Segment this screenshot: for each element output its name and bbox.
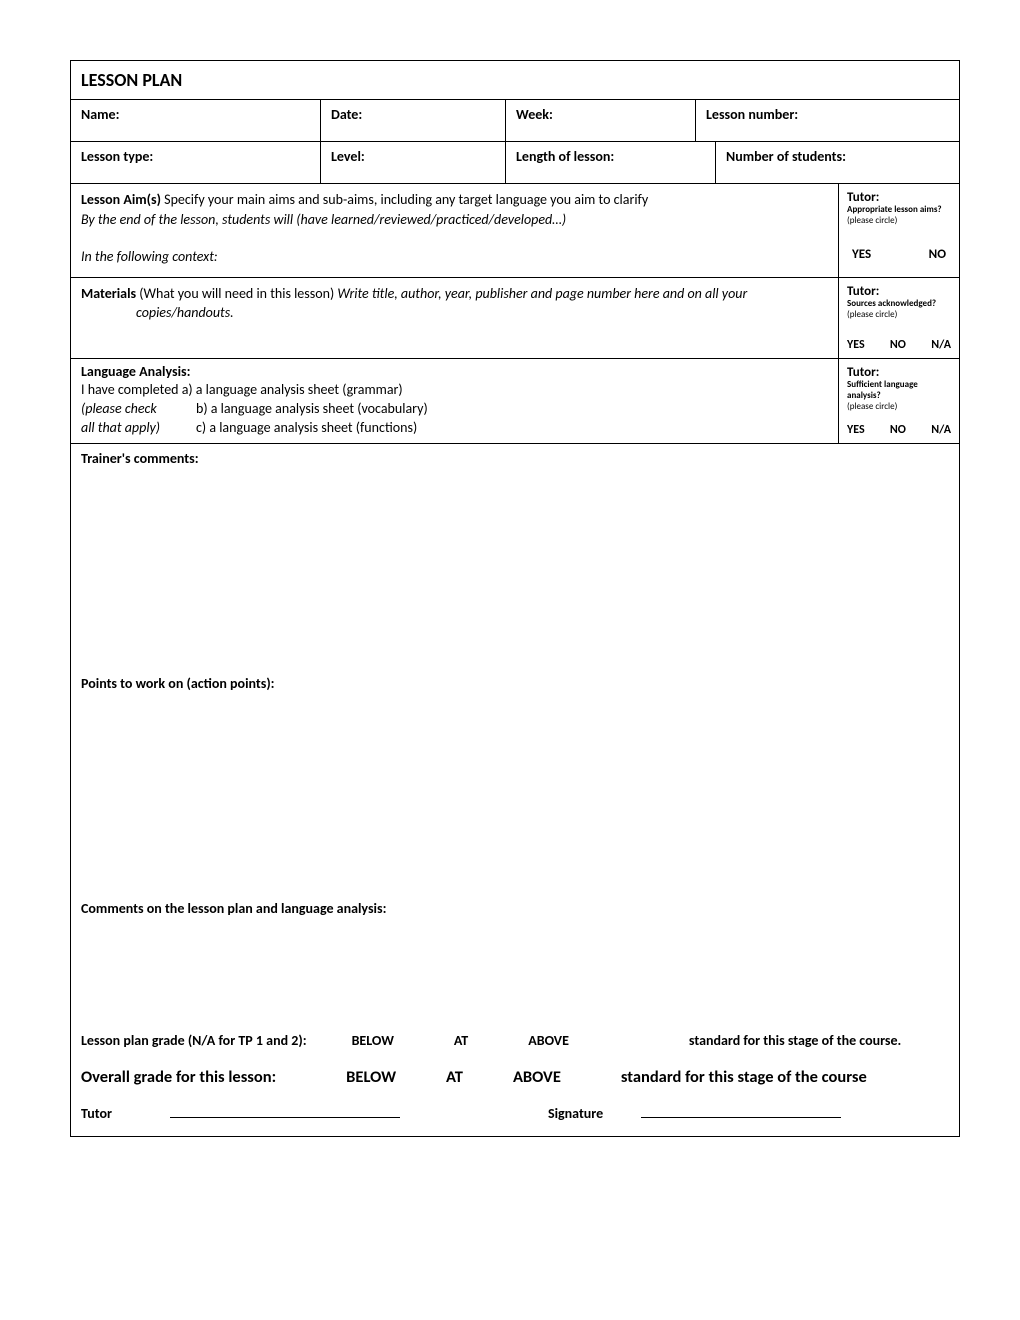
no-2: NO	[890, 338, 906, 352]
overall-above: ABOVE	[513, 1067, 561, 1087]
overall-grade-line: Overall grade for this lesson: BELOW AT …	[81, 1067, 949, 1087]
lang-line-c: all that apply) c) a language analysis s…	[81, 419, 828, 438]
tutor-underline	[170, 1117, 400, 1118]
tutor-sig-label: Tutor	[81, 1105, 112, 1122]
lang-label: Language Analysis:	[81, 363, 828, 380]
plan-below: BELOW	[352, 1032, 394, 1049]
materials-italic-1: Write title, author, year, publisher and…	[337, 285, 747, 302]
overall-below: BELOW	[346, 1067, 396, 1087]
lesson-type-cell: Lesson type:	[71, 142, 321, 183]
header: LESSON PLAN	[71, 61, 959, 100]
yes-no-1: YES NO	[847, 247, 951, 262]
signature-line: Tutor Signature	[81, 1105, 949, 1122]
yes-2: YES	[847, 338, 865, 352]
lang-line-b: (please check b) a language analysis she…	[81, 400, 828, 419]
date-label: Date:	[331, 106, 362, 123]
plan-lang-comments-section: Comments on the lesson plan and language…	[71, 894, 959, 1032]
info-row-2: Lesson type: Level: Length of lesson: Nu…	[71, 142, 959, 184]
students-cell: Number of students:	[716, 142, 959, 183]
lang-check: (please check	[81, 400, 196, 419]
lang-apply: all that apply)	[81, 419, 196, 438]
no-3: NO	[890, 423, 906, 437]
yes-no-na-1: YES NO N/A	[847, 338, 951, 352]
tutor-lang-q: Sufficient language analysis?	[847, 380, 951, 402]
tutor-lang-box: Tutor: Sufficient language analysis? (pl…	[839, 359, 959, 442]
form-title: LESSON PLAN	[81, 69, 182, 91]
tutor-label-1: Tutor:	[847, 190, 951, 205]
plan-at: AT	[454, 1032, 468, 1049]
lesson-aims-row: Lesson Aim(s) Specify your main aims and…	[71, 184, 959, 278]
materials-row: Materials (What you will need in this le…	[71, 278, 959, 360]
yes-no-na-2: YES NO N/A	[847, 423, 951, 437]
plan-above: ABOVE	[528, 1032, 569, 1049]
tutor-label-3: Tutor:	[847, 365, 951, 380]
aims-label: Lesson Aim(s)	[81, 191, 161, 208]
action-points-label: Points to work on (action points):	[81, 675, 949, 692]
week-label: Week:	[516, 106, 553, 123]
plan-lang-label: Comments on the lesson plan and language…	[81, 900, 949, 917]
action-points-section: Points to work on (action points):	[71, 669, 959, 894]
lesson-aims-left: Lesson Aim(s) Specify your main aims and…	[71, 184, 839, 277]
signature-underline	[641, 1117, 841, 1118]
overall-grade-label: Overall grade for this lesson:	[81, 1067, 276, 1087]
lang-intro: I have completed a) a language analysis …	[81, 380, 828, 400]
length-cell: Length of lesson:	[506, 142, 716, 183]
week-cell: Week:	[506, 100, 696, 141]
lesson-plan-form: LESSON PLAN Name: Date: Week: Lesson num…	[70, 60, 960, 1137]
tutor-aims-box: Tutor: Appropriate lesson aims? (please …	[839, 184, 959, 277]
aims-desc: Specify your main aims and sub-aims, inc…	[161, 191, 648, 208]
lang-c: c) a language analysis sheet (functions)	[196, 419, 417, 438]
tutor-circle-1: (please circle)	[847, 216, 951, 227]
tutor-sources-q: Sources acknowledged?	[847, 299, 951, 310]
materials-italic-2: copies/handouts.	[81, 303, 828, 323]
lang-b: b) a language analysis sheet (vocabulary…	[196, 400, 428, 419]
yes-1: YES	[852, 247, 871, 262]
name-label: Name:	[81, 106, 119, 123]
grades-section: Lesson plan grade (N/A for TP 1 and 2): …	[71, 1032, 959, 1136]
level-label: Level:	[331, 148, 365, 165]
students-label: Number of students:	[726, 148, 846, 165]
materials-left: Materials (What you will need in this le…	[71, 278, 839, 359]
aims-context: In the following context:	[81, 247, 828, 267]
length-label: Length of lesson:	[516, 148, 614, 165]
na-1: N/A	[931, 338, 951, 352]
plan-grade-line: Lesson plan grade (N/A for TP 1 and 2): …	[81, 1032, 949, 1049]
language-analysis-row: Language Analysis: I have completed a) a…	[71, 359, 959, 443]
plan-grade-label: Lesson plan grade (N/A for TP 1 and 2):	[81, 1032, 307, 1049]
trainer-comments-section: Trainer's comments:	[71, 444, 959, 669]
signature-label: Signature	[548, 1105, 603, 1122]
tutor-circle-2: (please circle)	[847, 310, 951, 321]
overall-trail: standard for this stage of the course	[621, 1067, 867, 1087]
no-1: NO	[929, 247, 946, 262]
trainer-comments-label: Trainer's comments:	[81, 450, 949, 467]
info-row-1: Name: Date: Week: Lesson number:	[71, 100, 959, 142]
lang-left: Language Analysis: I have completed a) a…	[71, 359, 839, 442]
tutor-label-2: Tutor:	[847, 284, 951, 299]
tutor-sources-box: Tutor: Sources acknowledged? (please cir…	[839, 278, 959, 359]
aims-line2: By the end of the lesson, students will …	[81, 210, 828, 230]
name-cell: Name:	[71, 100, 321, 141]
level-cell: Level:	[321, 142, 506, 183]
lesson-type-label: Lesson type:	[81, 148, 153, 165]
lesson-number-cell: Lesson number:	[696, 100, 959, 141]
materials-desc: (What you will need in this lesson)	[136, 285, 337, 302]
lesson-number-label: Lesson number:	[706, 106, 798, 123]
plan-trail: standard for this stage of the course.	[689, 1032, 901, 1049]
tutor-circle-3: (please circle)	[847, 402, 951, 413]
aims-line1: Lesson Aim(s) Specify your main aims and…	[81, 190, 828, 210]
date-cell: Date:	[321, 100, 506, 141]
overall-at: AT	[446, 1067, 463, 1087]
materials-label: Materials	[81, 285, 136, 302]
yes-3: YES	[847, 423, 865, 437]
na-2: N/A	[931, 423, 951, 437]
materials-line1: Materials (What you will need in this le…	[81, 284, 828, 304]
